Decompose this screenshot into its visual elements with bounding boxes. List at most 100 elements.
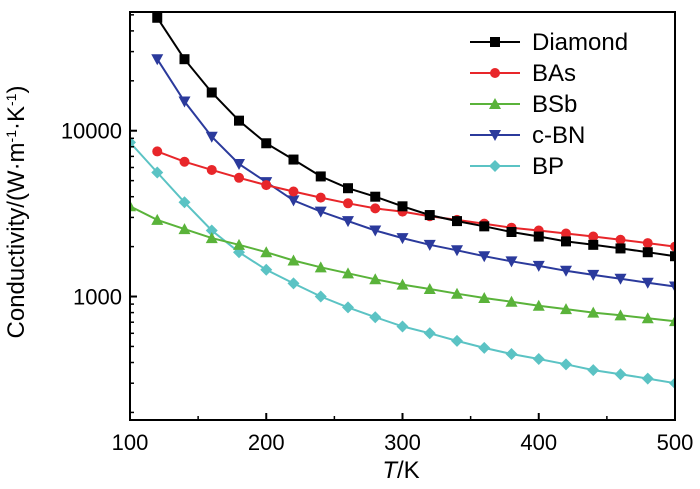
data-point [370, 191, 381, 202]
data-point [314, 261, 327, 273]
data-point [369, 311, 382, 324]
data-point [397, 201, 408, 212]
x-tick-label: 400 [520, 430, 557, 455]
y-axis-title-sup1: -1 [3, 130, 19, 143]
y-axis-title-main: Conductivity/(W·m [3, 142, 30, 338]
data-point [478, 341, 491, 354]
series-layer [130, 12, 675, 390]
y-axis-title-end: ) [3, 86, 30, 94]
data-point [151, 54, 164, 66]
data-point [369, 273, 382, 285]
data-point [179, 156, 190, 167]
legend-label: BP [532, 153, 564, 180]
data-point [451, 334, 463, 347]
data-point [532, 299, 545, 311]
legend-marker [489, 160, 501, 172]
data-point [561, 236, 571, 247]
data-point [560, 358, 572, 371]
data-point [130, 136, 136, 149]
legend-marker [489, 98, 501, 109]
legend-label: BSb [532, 91, 577, 118]
data-point [423, 239, 436, 251]
data-point [614, 368, 627, 381]
series-bsb [130, 200, 675, 327]
data-point [561, 228, 571, 239]
legend-marker [490, 68, 500, 78]
data-point [260, 246, 273, 258]
data-point [178, 96, 191, 108]
data-point [423, 327, 436, 340]
data-point [479, 221, 490, 232]
data-point [614, 309, 627, 321]
series-bp [130, 136, 675, 390]
data-point [234, 115, 244, 126]
data-point [260, 263, 273, 276]
data-point [314, 290, 327, 303]
data-point [151, 213, 164, 225]
data-point [287, 277, 300, 290]
legend-label: c-BN [532, 122, 585, 149]
data-point [315, 192, 326, 203]
x-tick-label: 300 [384, 430, 421, 455]
data-point [343, 183, 353, 194]
data-point [342, 301, 354, 314]
legend-item-bsb: BSb [470, 91, 577, 118]
data-point [287, 195, 300, 207]
x-tick-label: 200 [248, 430, 285, 455]
data-point [505, 256, 518, 268]
data-point [587, 306, 600, 318]
data-point [396, 233, 409, 245]
data-point [261, 138, 272, 149]
data-point [396, 320, 409, 333]
data-point [532, 352, 545, 365]
data-point [451, 287, 463, 299]
data-point [588, 239, 599, 250]
legend: Diamond BAs BSb c-BN BP [462, 20, 667, 183]
legend-item-diamond: Diamond [470, 29, 628, 56]
x-axis-title-unit: /K [397, 457, 420, 484]
data-point [478, 251, 491, 263]
x-axis-title: T/K [382, 457, 419, 484]
data-point [451, 245, 463, 257]
data-point [424, 210, 435, 221]
data-point [370, 203, 381, 214]
data-point [314, 206, 327, 218]
data-point [669, 315, 675, 327]
y-axis-title-mid: ·K [3, 106, 30, 130]
data-point [478, 291, 491, 303]
y-axis-title-sup2: -1 [3, 93, 19, 106]
data-point [532, 260, 545, 272]
data-point [288, 186, 299, 197]
data-point [587, 269, 600, 281]
data-point [642, 238, 653, 249]
data-point [669, 281, 675, 293]
data-point [670, 251, 675, 262]
data-point [615, 234, 626, 245]
data-point [343, 198, 353, 209]
data-point [342, 267, 354, 279]
data-point [130, 200, 136, 212]
data-point [641, 312, 654, 324]
legend-item-bas: BAs [470, 60, 576, 87]
data-point [342, 216, 354, 228]
x-axis-title-italic: T [382, 457, 399, 484]
data-point [505, 348, 518, 361]
data-point [533, 231, 544, 242]
legend-item-bp: BP [470, 153, 564, 180]
data-point [178, 223, 191, 235]
data-point [423, 283, 436, 295]
data-point [287, 254, 300, 266]
series-line [130, 205, 675, 323]
data-point [452, 216, 462, 227]
data-point [205, 224, 218, 237]
data-point [641, 277, 654, 289]
legend-marker [489, 130, 501, 141]
data-point [152, 12, 163, 23]
data-point [151, 166, 164, 179]
y-axis-title: Conductivity/(W·m-1·K-1) [3, 86, 30, 339]
data-point [178, 196, 191, 209]
x-tick-label: 100 [112, 430, 149, 455]
series-diamond [152, 12, 675, 262]
data-point [396, 278, 409, 290]
